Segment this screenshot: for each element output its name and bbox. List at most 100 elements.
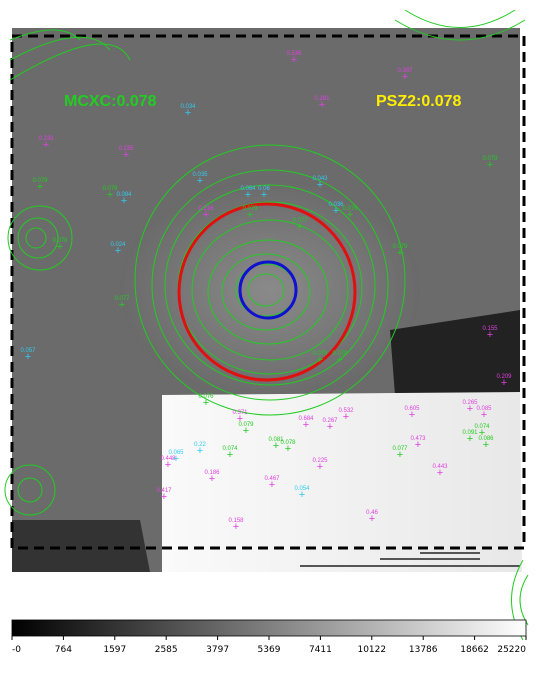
cyan-source-marker: + [185,107,191,119]
green-source-marker: + [285,443,291,455]
green-source-marker: + [107,189,113,201]
green-source-marker: + [37,181,43,193]
green-redshift-label: 0.079 [238,422,254,428]
magenta-source-marker: + [209,473,215,485]
magenta-redshift-label: 0.473 [410,436,426,442]
magenta-redshift-label: 0.684 [298,416,314,422]
magenta-source-marker: + [233,521,239,533]
green-redshift-label: 0.078 [52,238,68,244]
colorbar-tick-label: 5369 [258,645,281,655]
green-source-marker: + [57,241,63,253]
magenta-source-marker: + [165,459,171,471]
green-redshift-label: 0.079 [332,351,348,357]
colorbar-tick-label: 2585 [155,645,178,655]
magenta-source-marker: + [369,513,375,525]
colorbar-tick-label: 25220 [497,645,526,655]
magenta-source-marker: + [481,409,487,421]
magenta-redshift-label: 0.605 [404,406,420,412]
green-source-marker: + [317,354,323,366]
green-redshift-label: 0.074 [222,446,238,452]
colorbar-tick-label: 764 [55,645,72,655]
magenta-redshift-label: 0.225 [312,458,328,464]
magenta-redshift-label: 0.235 [118,146,134,152]
cyan-redshift-label: 0.084 [116,192,132,198]
cyan-redshift-label: 0.043 [312,176,328,182]
cyan-redshift-label: 0.064 [240,186,256,192]
magenta-redshift-label: 0.265 [462,400,478,406]
green-source-marker: + [483,439,489,451]
cyan-source-marker: + [197,175,203,187]
magenta-redshift-label: 0.267 [322,418,338,424]
mcxc-label: MCXC:0.078 [64,93,157,110]
magenta-redshift-label: 0.216 [198,206,214,212]
magenta-source-marker: + [402,71,408,83]
cyan-source-marker: + [261,189,267,201]
green-redshift-label: 0.079 [32,178,48,184]
cyan-source-marker: + [121,195,127,207]
magenta-redshift-label: 0.281 [314,96,330,102]
colorbar-tick-label: -0 [12,645,21,655]
magenta-redshift-label: 0.158 [228,518,244,524]
green-redshift-label: 0.076 [342,206,358,212]
cyan-source-marker: + [197,445,203,457]
colorbar-ticks: -0 764 1597 2585 3797 5369 7411 10122 13786 18662… [11,636,527,655]
green-source-marker: + [119,299,125,311]
magenta-source-marker: + [437,467,443,479]
green-source-marker: + [273,440,279,452]
magenta-redshift-label: 0.532 [338,408,354,414]
cyan-redshift-label: 0.22 [194,442,206,448]
mcxc-aperture-circle [238,260,298,320]
magenta-redshift-label: 0.233 [38,136,54,142]
cyan-redshift-label: 0.024 [110,242,126,248]
green-redshift-label: 0.091 [462,430,478,436]
green-redshift-label: 0.077 [292,218,308,224]
cyan-source-marker: + [333,205,339,217]
magenta-redshift-label: 0.448 [160,456,176,462]
cyan-redshift-label: 0.06 [258,186,270,192]
colorbar [11,619,527,637]
green-source-marker: + [467,433,473,445]
magenta-source-marker: + [415,439,421,451]
cyan-source-marker: + [245,189,251,201]
green-redshift-label: 0.079 [242,206,258,212]
green-redshift-label: 0.077 [392,446,408,452]
green-source-marker: + [243,425,249,437]
green-redshift-label: 0.077 [114,296,130,302]
magenta-redshift-label: 0.371 [232,410,248,416]
green-source-marker: + [203,397,209,409]
magenta-source-marker: + [303,419,309,431]
green-source-marker: + [347,209,353,221]
green-source-marker: + [337,354,343,366]
colorbar-tick-label: 18662 [460,645,489,655]
cyan-redshift-label: 0.057 [20,348,36,354]
magenta-redshift-label: 0.46 [366,510,378,516]
green-source-marker: + [227,449,233,461]
cyan-source-marker: + [173,453,179,465]
green-redshift-label: 0.078 [280,440,296,446]
green-source-marker: + [487,159,493,171]
green-redshift-label: 0.074 [474,424,490,430]
green-redshift-label: 0.078 [102,186,118,192]
survey-footprint [10,34,526,550]
colorbar-tick-label: 1597 [103,645,126,655]
green-redshift-label: 0.086 [478,436,494,442]
cyan-source-marker: + [115,245,121,257]
green-source-marker: + [397,449,403,461]
magenta-redshift-label: 0.417 [156,488,172,494]
magenta-source-marker: + [161,491,167,503]
colorbar-tick-label: 3797 [206,645,229,655]
magenta-source-marker: + [319,99,325,111]
cyan-source-marker: + [317,179,323,191]
magenta-source-marker: + [291,54,297,66]
green-source-marker: + [479,427,485,439]
colorbar-tick-label: 13786 [409,645,438,655]
green-source-marker: + [297,221,303,233]
magenta-source-marker: + [327,421,333,433]
cyan-redshift-label: 0.034 [180,104,196,110]
psz2-label: PSZ2:0.078 [376,93,461,110]
magenta-redshift-label: 0.209 [496,374,512,380]
green-redshift-label: 0.079 [482,156,498,162]
magenta-redshift-label: 0.186 [204,470,220,476]
magenta-source-marker: + [203,209,209,221]
